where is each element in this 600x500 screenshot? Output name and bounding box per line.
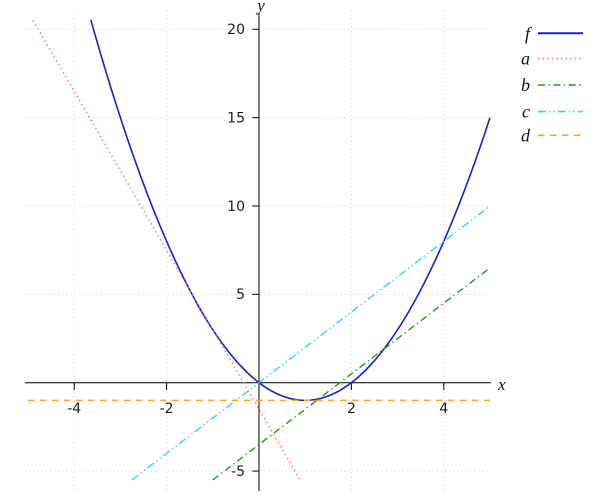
legend-item-d: d xyxy=(521,125,583,145)
tick-labels: -4 -2 2 4 20 15 10 5 -5 xyxy=(67,22,448,480)
legend-label-b: b xyxy=(521,75,530,95)
x-tick-label--2: -2 xyxy=(160,401,174,417)
x-tick-label--4: -4 xyxy=(67,401,81,417)
legend-label-a: a xyxy=(521,49,530,69)
legend-label-f: f xyxy=(525,23,533,43)
series-f xyxy=(90,19,491,402)
series-c xyxy=(131,205,491,481)
y-axis-label: y xyxy=(255,0,265,15)
y-tick-label-10: 10 xyxy=(227,199,245,215)
legend-item-c: c xyxy=(522,102,583,122)
y-tick-label--5: -5 xyxy=(231,464,245,480)
x-axis-label: x xyxy=(497,375,506,394)
y-tick-label-15: 15 xyxy=(227,110,245,126)
y-tick-label-5: 5 xyxy=(236,287,245,303)
legend-label-d: d xyxy=(521,125,531,145)
grid xyxy=(25,10,491,491)
y-tick-label-20: 20 xyxy=(227,22,245,38)
axes: x y xyxy=(25,0,506,491)
legend-label-c: c xyxy=(522,102,530,122)
legend-item-b: b xyxy=(521,75,583,95)
series-a xyxy=(32,20,301,481)
legend-item-f: f xyxy=(525,23,583,43)
legend-item-a: a xyxy=(521,49,583,69)
tick-marks xyxy=(73,28,445,472)
series-curves xyxy=(28,19,491,481)
series-b xyxy=(212,267,491,481)
x-tick-label-4: 4 xyxy=(439,401,448,417)
x-tick-label-2: 2 xyxy=(347,401,356,417)
